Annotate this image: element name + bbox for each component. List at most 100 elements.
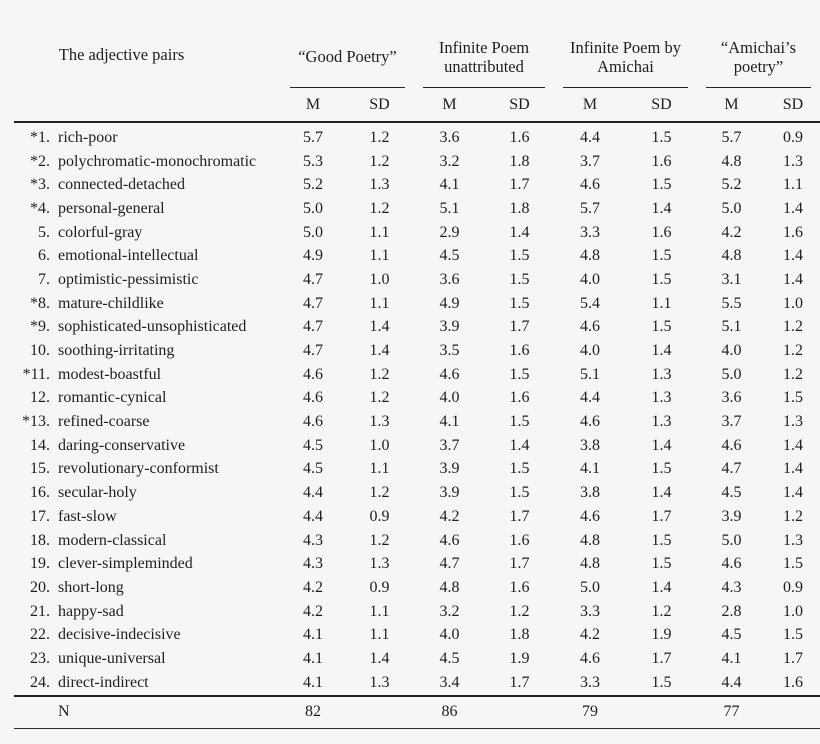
stat-value: 1.4 bbox=[651, 578, 672, 596]
stat-value: 5.0 bbox=[303, 223, 323, 241]
row-number: 18. bbox=[30, 531, 50, 549]
adjective-pair-cell: 12. romantic-cynical bbox=[14, 387, 281, 411]
row-number: 5. bbox=[38, 223, 50, 241]
stat-value: 1.7 bbox=[509, 673, 530, 691]
stat-value: 1.1 bbox=[369, 626, 390, 644]
adjective-pair-cell: 18. modern-classical bbox=[14, 529, 281, 553]
adjective-pair-cell: 5. colorful-gray bbox=[14, 221, 281, 245]
stat-value: 3.2 bbox=[439, 602, 460, 620]
adjective-pair-cell: *4. personal-general bbox=[14, 197, 281, 221]
stat-value: 1.4 bbox=[369, 342, 390, 360]
adjective-pair-label: sophisticated-unsophisticated bbox=[58, 318, 247, 336]
stat-value: 1.5 bbox=[651, 176, 672, 194]
stat-value: 3.7 bbox=[721, 413, 742, 431]
stat-value: 4.8 bbox=[721, 247, 742, 265]
empty-cell bbox=[626, 694, 697, 729]
stat-value: 4.0 bbox=[580, 270, 600, 288]
stat-value: 1.3 bbox=[783, 531, 803, 549]
row-number: 21. bbox=[30, 602, 50, 620]
table-row: 24. direct-indirect 4.1 1.3 3.4 1.7 3.3 1… bbox=[14, 671, 820, 696]
row-number: *9. bbox=[30, 318, 50, 336]
stat-value: 1.7 bbox=[651, 507, 672, 525]
n-row-label-cell: N bbox=[14, 694, 281, 729]
adjective-pair-cell: 16. secular-holy bbox=[14, 481, 281, 505]
row-number: 12. bbox=[30, 389, 50, 407]
adjective-pair-label: colorful-gray bbox=[58, 223, 143, 241]
stat-value: 4.6 bbox=[580, 176, 600, 194]
stat-value: 5.1 bbox=[721, 318, 742, 336]
adjective-pair-cell: 24. direct-indirect bbox=[14, 671, 281, 696]
table-row: 17. fast-slow 4.4 0.9 4.2 1.7 4.6 1.7 3.9… bbox=[14, 505, 820, 529]
adjective-pair-label: optimistic-pessimistic bbox=[58, 270, 199, 288]
stat-value: 1.6 bbox=[783, 673, 803, 691]
stat-value: 5.7 bbox=[721, 128, 742, 146]
stat-value: 3.7 bbox=[580, 152, 600, 170]
row-number: 6. bbox=[38, 247, 50, 265]
stat-value: 1.6 bbox=[509, 128, 530, 146]
stat-value: 4.4 bbox=[303, 484, 323, 502]
adjective-pair-label: modern-classical bbox=[58, 531, 167, 549]
stat-value: 4.7 bbox=[303, 342, 323, 360]
stat-value: 4.5 bbox=[721, 626, 742, 644]
row-number: 7. bbox=[38, 270, 50, 288]
stat-value: 1.1 bbox=[783, 176, 803, 194]
group-header-infinite-poem-by-amichai: Infinite Poem by Amichai bbox=[554, 0, 697, 88]
row-number: *8. bbox=[30, 294, 50, 312]
stat-value: 1.2 bbox=[369, 152, 390, 170]
stat-value: 3.3 bbox=[580, 223, 600, 241]
table-row: *8. mature-childlike 4.7 1.1 4.9 1.5 5.4 … bbox=[14, 292, 820, 316]
stat-value: 4.1 bbox=[580, 460, 600, 478]
stat-value: 5.7 bbox=[303, 128, 323, 146]
adjective-pair-cell: *8. mature-childlike bbox=[14, 292, 281, 316]
n-row: N 82 86 79 77 bbox=[14, 694, 820, 729]
stat-value: 4.6 bbox=[303, 389, 323, 407]
table-row: 12. romantic-cynical 4.6 1.2 4.0 1.6 4.4 … bbox=[14, 387, 820, 411]
stat-value: 1.5 bbox=[783, 626, 803, 644]
stat-value: 1.7 bbox=[509, 318, 530, 336]
stat-value: 4.6 bbox=[721, 555, 742, 573]
stat-value: 3.8 bbox=[580, 484, 600, 502]
stat-value: 1.7 bbox=[509, 176, 530, 194]
stat-value: 4.2 bbox=[439, 507, 460, 525]
stat-value: 1.5 bbox=[509, 270, 530, 288]
stat-value: 1.3 bbox=[369, 413, 390, 431]
stat-value: 3.9 bbox=[721, 507, 742, 525]
stat-value: 1.2 bbox=[369, 484, 390, 502]
group-header-good-poetry: “Good Poetry” bbox=[281, 0, 414, 88]
stat-value: 3.5 bbox=[439, 342, 460, 360]
row-number: 20. bbox=[30, 578, 50, 596]
table-row: 21. happy-sad 4.2 1.1 3.2 1.2 3.3 1.2 2.8… bbox=[14, 600, 820, 624]
stat-value: 3.3 bbox=[580, 602, 600, 620]
stat-value: 1.2 bbox=[369, 365, 390, 383]
stat-value: 1.4 bbox=[651, 342, 672, 360]
stat-header-sd: SD bbox=[766, 88, 820, 123]
stat-value: 1.6 bbox=[509, 342, 530, 360]
stat-value: 1.6 bbox=[651, 152, 672, 170]
stat-value: 4.1 bbox=[303, 626, 323, 644]
stat-value: 1.5 bbox=[651, 270, 672, 288]
table-row: *4. personal-general 5.0 1.2 5.1 1.8 5.7 … bbox=[14, 197, 820, 221]
stat-value: 1.1 bbox=[369, 294, 390, 312]
stat-value: 5.0 bbox=[303, 199, 323, 217]
stat-header-m: M bbox=[414, 88, 485, 123]
stat-value: 4.0 bbox=[439, 626, 460, 644]
adjective-pair-cell: *13. refined-coarse bbox=[14, 410, 281, 434]
stat-value: 4.1 bbox=[303, 673, 323, 691]
row-header-label: The adjective pairs bbox=[58, 45, 185, 64]
stat-value: 1.3 bbox=[369, 555, 390, 573]
table-row: 14. daring-conservative 4.5 1.0 3.7 1.4 3… bbox=[14, 434, 820, 458]
stat-value: 1.9 bbox=[651, 626, 672, 644]
adjective-pair-label: unique-universal bbox=[58, 649, 166, 667]
stat-value: 1.3 bbox=[651, 389, 672, 407]
stat-value: 1.2 bbox=[369, 389, 390, 407]
stat-value: 0.9 bbox=[783, 128, 803, 146]
stat-value: 1.5 bbox=[509, 484, 530, 502]
stat-value: 1.5 bbox=[651, 673, 672, 691]
stat-value: 3.9 bbox=[439, 460, 460, 478]
table-row: 23. unique-universal 4.1 1.4 4.5 1.9 4.6 … bbox=[14, 647, 820, 671]
stat-header-m: M bbox=[281, 88, 345, 123]
stat-value: 3.4 bbox=[439, 673, 460, 691]
stat-value: 1.0 bbox=[783, 294, 803, 312]
stat-value: 1.4 bbox=[783, 247, 803, 265]
adjective-pair-cell: *3. connected-detached bbox=[14, 173, 281, 197]
